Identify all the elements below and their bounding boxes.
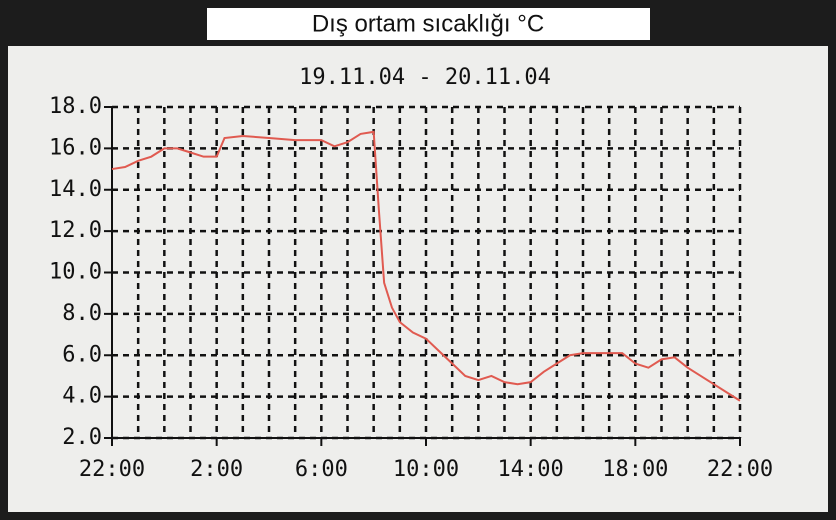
y-tick-label: 8.0	[62, 301, 102, 326]
chart-subtitle: 19.11.04 - 20.11.04	[299, 65, 551, 90]
data-line	[111, 130, 741, 402]
chart-title: Dış ortam sıcaklığı °C	[312, 10, 544, 37]
y-tick-label: 6.0	[62, 342, 102, 367]
x-tick-label: 22:00	[707, 457, 773, 482]
y-tick-label: 18.0	[49, 94, 102, 119]
y-tick-label: 4.0	[62, 384, 102, 409]
x-tick-label: 6:00	[295, 457, 348, 482]
y-tick-label: 10.0	[49, 260, 102, 285]
y-tick-label: 2.0	[62, 425, 102, 450]
y-tick-label: 14.0	[49, 177, 102, 202]
x-tick-label: 18:00	[602, 457, 668, 482]
x-tick-label: 10:00	[393, 457, 459, 482]
y-tick-label: 12.0	[49, 218, 102, 243]
y-tick-label: 16.0	[49, 135, 102, 160]
panel	[8, 46, 828, 512]
x-tick-label: 2:00	[190, 457, 243, 482]
title-box	[207, 8, 650, 40]
x-tick-label: 22:00	[79, 457, 145, 482]
x-tick-label: 14:00	[498, 457, 564, 482]
